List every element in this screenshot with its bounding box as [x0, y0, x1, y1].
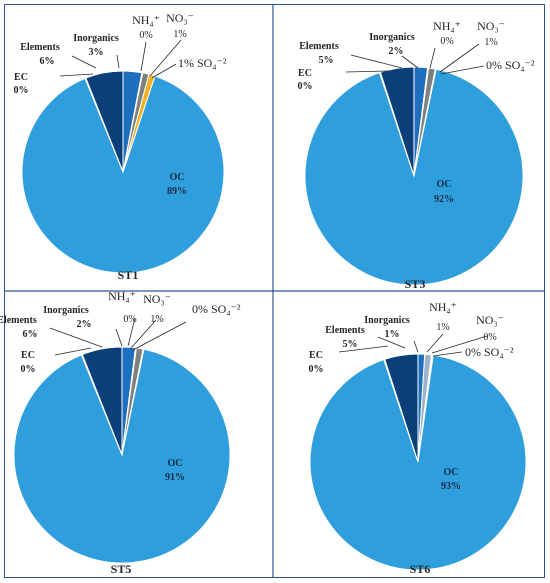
- pie-st5-label-elements-value: 6%: [23, 329, 38, 340]
- pie-st5-label-inorganics-name: Inorganics: [43, 305, 89, 316]
- pie-st6-label-elements-name: Elements: [325, 325, 365, 336]
- pie-st3-leader-inorganics: [401, 55, 419, 69]
- pie-st5-label-so4: 0% SO₄⁻²: [192, 302, 241, 316]
- pie-st1-label-so4: 1% SO₄⁻²: [178, 56, 227, 70]
- pie-st3-label-oc-name: OC: [437, 179, 452, 190]
- pie-st1-label-nh4-value: 0%: [139, 30, 152, 41]
- pie-st3-label-ec-value: 0%: [298, 81, 313, 92]
- pie-st6-leader-inorganics: [413, 340, 419, 353]
- pie-st3-label-nh4-name: NH₄⁺: [433, 19, 461, 33]
- pie-st1-label-no3-name: NO₃⁻: [166, 11, 194, 25]
- pie-st1-label-nh4-name: NH₄⁺: [132, 13, 160, 27]
- pie-st5-leader-so4: [132, 321, 187, 351]
- pie-st3-label-inorganics-name: Inorganics: [369, 32, 415, 43]
- pie-st6-label-oc-name: OC: [444, 467, 459, 478]
- pie-st1-title: ST1: [118, 268, 139, 282]
- pie-st3-leader-elements: [350, 54, 403, 69]
- pie-st5-label-ec-value: 0%: [21, 364, 36, 375]
- pie-st1-slice-ec: [84, 77, 124, 173]
- pie-st6-label-nh4-name: NH₄⁺: [429, 300, 457, 314]
- pie-st1-label-inorganics-name: Inorganics: [73, 33, 119, 44]
- pie-st3-slice-ec: [378, 71, 415, 177]
- pie-st5-label-inorganics-value: 2%: [77, 319, 92, 330]
- pie-st5-label-no3-value: 1%: [150, 314, 163, 325]
- pie-st3-leader-ec: [345, 70, 389, 73]
- pie-st6-label-no3-value: 0%: [483, 332, 496, 343]
- pie-st3-label-inorganics-value: 2%: [389, 46, 404, 57]
- pie-st1-label-ec-name: EC: [14, 72, 28, 83]
- pie-st5-label-nh4-value: 0%: [123, 314, 136, 325]
- pie-st3-label-no3-name: NO₃⁻: [477, 19, 505, 33]
- pie-st5-title: ST5: [111, 562, 132, 576]
- pie-st5-slice-oc: [13, 348, 231, 564]
- pie-st5-leader-elements: [49, 327, 103, 348]
- pie-st6-label-ec-value: 0%: [309, 364, 324, 375]
- pie-st3-label-ec-name: EC: [298, 68, 312, 79]
- pie-st3-leader-nh4: [429, 47, 436, 69]
- pie-st6-label-inorganics-value: 1%: [385, 329, 400, 340]
- pie-st1-label-elements-name: Elements: [20, 42, 60, 53]
- pie-st3-leader-no3: [439, 43, 480, 73]
- pie-st1-label-oc-name: OC: [170, 172, 185, 183]
- pie-st6-label-no3-name: NO₃⁻: [476, 313, 504, 327]
- pie-st3-leader-so4: [440, 65, 485, 75]
- pie-st6-label-oc-value: 93%: [441, 481, 461, 492]
- pie-st1-leader-inorganics: [116, 54, 120, 69]
- pie-st5-leader-nh4: [127, 317, 136, 347]
- pie-st1-leader-nh4: [140, 41, 147, 72]
- pie-st1-label-inorganics-value: 3%: [89, 47, 104, 58]
- pie-st5-label-ec-name: EC: [21, 350, 35, 361]
- pie-st3-title: ST3: [405, 277, 426, 291]
- pie-st1-label-no3-value: 1%: [173, 29, 186, 40]
- pie-st6-slice-ec: [383, 358, 419, 463]
- pie-st6-leader-elements: [377, 336, 406, 349]
- pie-st1-label-oc-value: 89%: [167, 186, 187, 197]
- pie-st5-label-nh4-name: NH₄⁺: [108, 289, 136, 303]
- pie-st6-label-so4: 0% SO₄⁻²: [465, 345, 514, 359]
- pie-st5-label-oc-value: 91%: [165, 472, 185, 483]
- pie-st1-leader-so4: [151, 63, 177, 79]
- pie-st1-leader-ec: [59, 73, 94, 77]
- pie-st6-title: ST6: [410, 562, 431, 576]
- pie-st1-leader-no3: [149, 39, 182, 77]
- pie-st5-label-no3-name: NO₃⁻: [143, 292, 171, 306]
- pie-st6-leader-ec: [338, 345, 389, 353]
- pie-st1-slice-oc: [21, 75, 225, 274]
- pie-st6-leader-no3: [431, 335, 488, 354]
- pie-st1-leader-elements: [71, 55, 97, 69]
- pie-st3-slice-oc: [304, 68, 524, 286]
- pie-st6-label-elements-value: 5%: [343, 339, 358, 350]
- pie-st5-slice-ec: [80, 353, 123, 456]
- pie-st3-label-no3-value: 1%: [484, 37, 497, 48]
- pie-st6-leader-nh4: [426, 333, 444, 353]
- pie-st6-slice-oc: [309, 354, 527, 571]
- pie-st1-label-elements-value: 6%: [40, 56, 55, 67]
- pie-st3-label-nh4-value: 0%: [440, 36, 453, 47]
- pie-st3-label-oc-value: 92%: [434, 194, 454, 205]
- pie-st3-label-so4: 0% SO₄⁻²: [486, 58, 535, 72]
- pie-st6-label-nh4-value: 1%: [436, 322, 449, 333]
- pie-st5-leader-inorganics: [115, 328, 123, 347]
- pie-st5-leader-no3: [130, 319, 157, 349]
- pie-st6-leader-so4: [432, 351, 463, 357]
- pie-st6-label-ec-name: EC: [309, 350, 323, 361]
- pie-st1-label-ec-value: 0%: [14, 85, 29, 96]
- pie-st5-label-oc-name: OC: [168, 458, 183, 469]
- pie-st3-label-elements-value: 5%: [319, 55, 334, 66]
- pie-st5-leader-ec: [54, 347, 92, 356]
- pie-st5-label-elements-name: Elements: [0, 315, 37, 326]
- pie-st6-label-inorganics-name: Inorganics: [364, 315, 410, 326]
- pie-st3-label-elements-name: Elements: [299, 41, 339, 52]
